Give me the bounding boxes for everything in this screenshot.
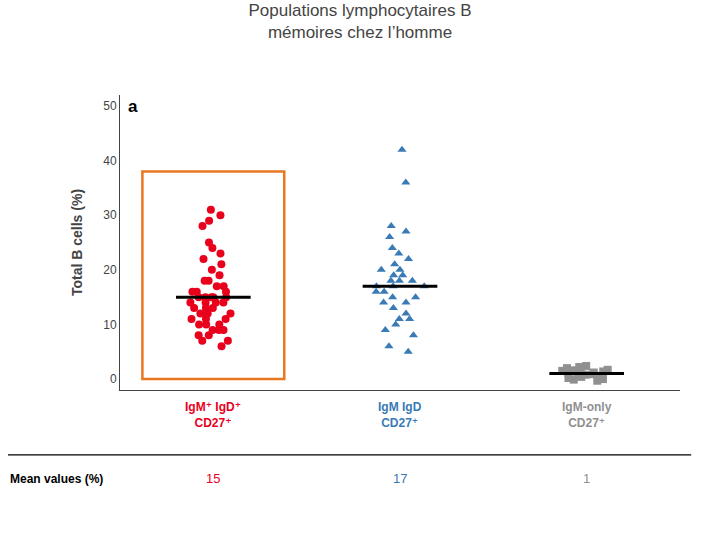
- svg-text:Total B cells (%): Total B cells (%): [69, 189, 85, 296]
- svg-text:IgM⁺ IgD⁺CD27⁺: IgM⁺ IgD⁺CD27⁺: [185, 400, 241, 430]
- svg-text:20: 20: [103, 263, 117, 277]
- svg-text:15: 15: [206, 471, 220, 486]
- svg-text:Mean values (%): Mean values (%): [10, 472, 103, 486]
- svg-text:1: 1: [583, 471, 590, 486]
- svg-text:0: 0: [110, 372, 117, 386]
- svg-text:IgM-onlyCD27⁺: IgM-onlyCD27⁺: [562, 400, 612, 430]
- svg-text:40: 40: [103, 154, 117, 168]
- svg-text:30: 30: [103, 208, 117, 222]
- svg-text:50: 50: [103, 99, 117, 113]
- svg-text:17: 17: [393, 471, 407, 486]
- svg-text:IgM IgDCD27⁺: IgM IgDCD27⁺: [378, 400, 422, 430]
- svg-text:10: 10: [103, 318, 117, 332]
- svg-text:Populations lymphocytaires Bmé: Populations lymphocytaires Bmémoires che…: [248, 1, 471, 42]
- svg-text:a: a: [128, 97, 138, 116]
